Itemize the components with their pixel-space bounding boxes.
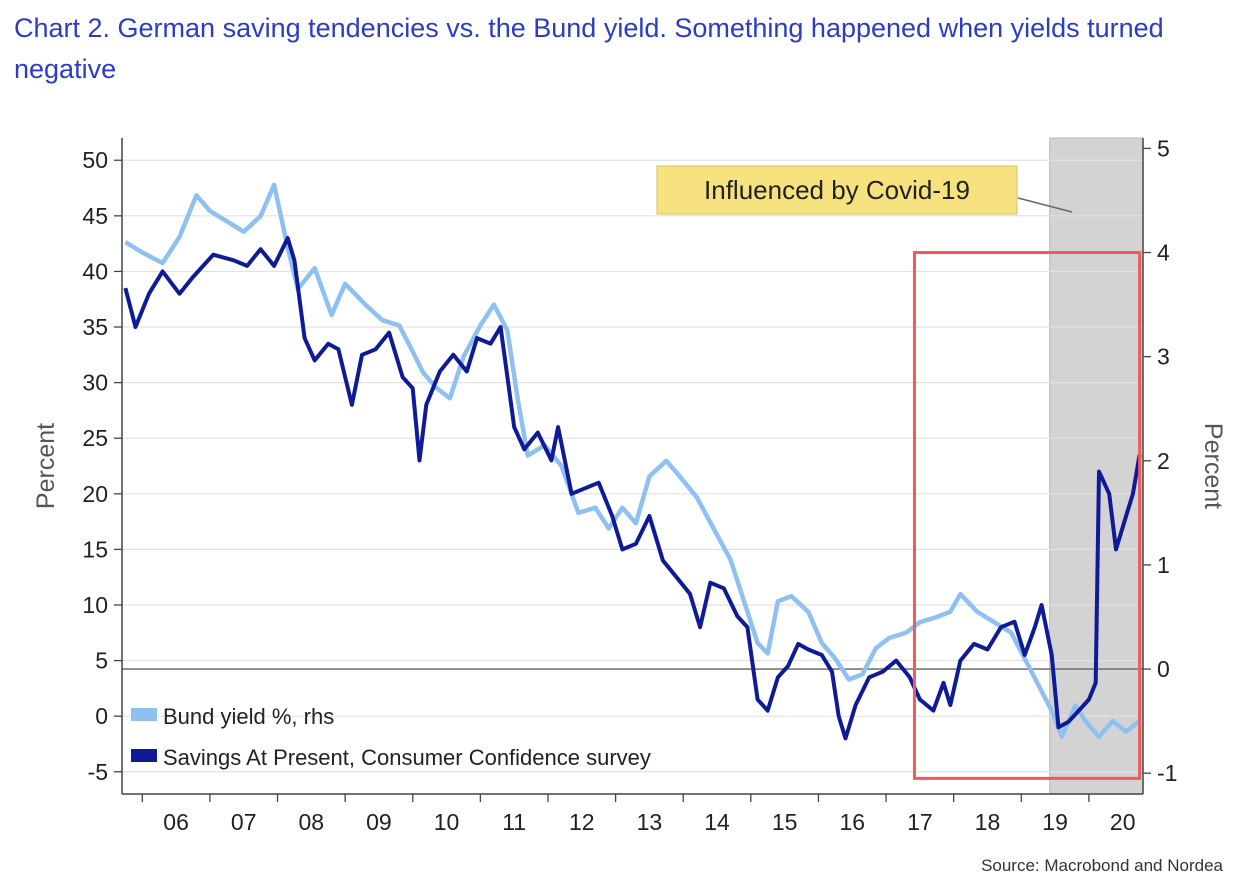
annotation-box xyxy=(656,165,1018,215)
right-tick-label: 3 xyxy=(1157,344,1170,370)
x-tick-label: 08 xyxy=(299,809,325,835)
legend-label-savings: Savings At Present, Consumer Confidence … xyxy=(163,745,651,770)
right-tick-label: 0 xyxy=(1157,656,1170,682)
legend-swatch-bund xyxy=(131,708,157,721)
y-axis-label-right: Percent xyxy=(1199,423,1227,509)
left-tick-label: 10 xyxy=(82,592,108,618)
right-y-ticks: 5 4 3 2 1 0 -1 xyxy=(1143,135,1177,786)
x-tick-label: 07 xyxy=(231,809,257,835)
left-tick-label: 30 xyxy=(82,370,108,396)
highlight-box xyxy=(912,251,1142,780)
x-tick-label: 20 xyxy=(1110,809,1136,835)
right-tick-label: -1 xyxy=(1157,760,1177,786)
series-line-bund-yield xyxy=(124,182,1141,739)
left-tick-label: 25 xyxy=(82,425,108,451)
axes xyxy=(121,138,1144,795)
source-note: Source: Macrobond and Nordea xyxy=(981,856,1223,875)
legend-label-bund: Bund yield %, rhs xyxy=(163,704,334,729)
left-tick-label: 40 xyxy=(82,258,108,284)
right-tick-label: 1 xyxy=(1157,552,1170,578)
legend-swatch-savings xyxy=(131,749,157,762)
covid-shaded-region xyxy=(1049,137,1144,795)
left-tick-label: 5 xyxy=(95,648,108,674)
x-tick-label: 12 xyxy=(569,809,595,835)
x-tick-label: 10 xyxy=(434,809,460,835)
x-tick-label: 13 xyxy=(637,809,663,835)
y-axis-label-left: Percent xyxy=(32,423,60,509)
left-tick-label: 20 xyxy=(82,481,108,507)
annotation-pointer xyxy=(1017,197,1073,213)
series-line-savings-at-present xyxy=(123,236,1142,741)
right-tick-label: 2 xyxy=(1157,448,1170,474)
left-tick-label: -5 xyxy=(88,759,108,785)
chart-title: Chart 2. German saving tendencies vs. th… xyxy=(14,13,1164,84)
annotation-text: Influenced by Covid-19 xyxy=(704,175,970,205)
x-tick-label: 16 xyxy=(839,809,865,835)
gridlines xyxy=(122,159,1143,773)
right-tick-label: 5 xyxy=(1157,135,1170,161)
right-tick-label: 4 xyxy=(1157,240,1170,266)
legend: Bund yield %, rhs Savings At Present, Co… xyxy=(131,704,651,770)
left-tick-label: 45 xyxy=(82,203,108,229)
x-ticks: 06 07 08 09 10 11 12 13 14 15 16 17 18 19 20 xyxy=(141,794,1136,835)
x-tick-label: 06 xyxy=(163,809,189,835)
left-tick-label: 0 xyxy=(95,703,108,729)
left-tick-label: 35 xyxy=(82,314,108,340)
plot-background xyxy=(122,138,1143,794)
left-tick-label: 50 xyxy=(82,147,108,173)
x-tick-label: 15 xyxy=(772,809,798,835)
x-tick-label: 19 xyxy=(1042,809,1068,835)
x-tick-label: 17 xyxy=(907,809,933,835)
left-tick-label: 15 xyxy=(82,536,108,562)
x-tick-label: 11 xyxy=(502,809,526,835)
x-tick-label: 14 xyxy=(704,809,730,835)
x-tick-label: 18 xyxy=(975,809,1001,835)
x-tick-label: 09 xyxy=(366,809,392,835)
